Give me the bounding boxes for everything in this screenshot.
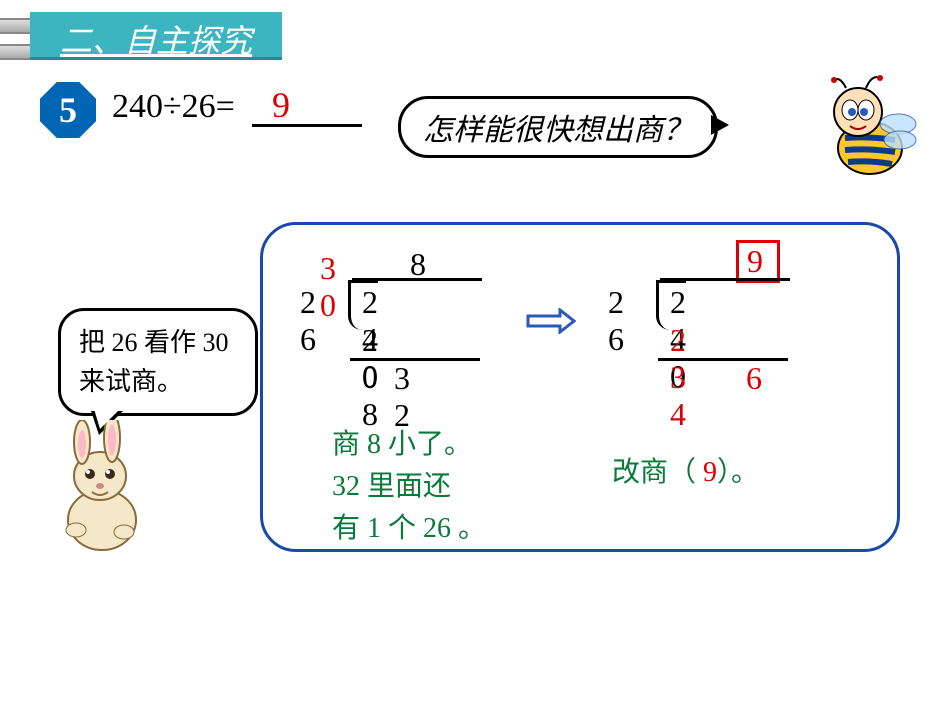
rabbit-character bbox=[42, 420, 172, 560]
note1-l2: 32 里面还 bbox=[332, 466, 486, 508]
note1-l3: 有 1 个 26 。 bbox=[332, 508, 486, 550]
note-change-quotient: 改商（ 9）。 bbox=[612, 450, 759, 490]
estimate-30: 3 0 bbox=[320, 250, 342, 324]
note2-pre: 改商（ bbox=[612, 457, 696, 488]
note1-l1: 商 8 小了。 bbox=[332, 424, 486, 466]
equation-answer: 9 bbox=[272, 84, 290, 126]
problem-number-badge: 5 bbox=[40, 82, 96, 138]
subtract-line-2 bbox=[658, 358, 788, 361]
section-header: 二、自主探究 bbox=[30, 12, 282, 60]
note-quotient-too-small: 商 8 小了。 32 里面还 有 1 个 26 。 bbox=[332, 424, 486, 550]
answer-underline bbox=[252, 124, 362, 127]
spiral-binding bbox=[0, 18, 32, 70]
arrow-right-icon bbox=[526, 308, 576, 334]
equation-text: 240÷26= bbox=[112, 88, 235, 126]
note2-number: 9 bbox=[696, 457, 717, 488]
quotient-9-box: 9 bbox=[736, 240, 780, 283]
note2-post: ）。 bbox=[717, 457, 759, 488]
bee-character bbox=[810, 68, 920, 188]
remainder-32: 3 2 bbox=[394, 360, 416, 434]
subtract-208: 2 0 8 bbox=[362, 322, 384, 433]
bee-speech-bubble: 怎样能很快想出商？ bbox=[398, 96, 718, 158]
rabbit-speech-bubble: 把 26 看作 30来试商。 bbox=[58, 308, 258, 416]
divisor-26: 2 6 bbox=[300, 284, 322, 358]
subtract-234: 2 3 4 bbox=[670, 322, 692, 433]
divisor-26-2: 2 6 bbox=[608, 284, 630, 358]
remainder-6: 6 bbox=[746, 360, 768, 397]
